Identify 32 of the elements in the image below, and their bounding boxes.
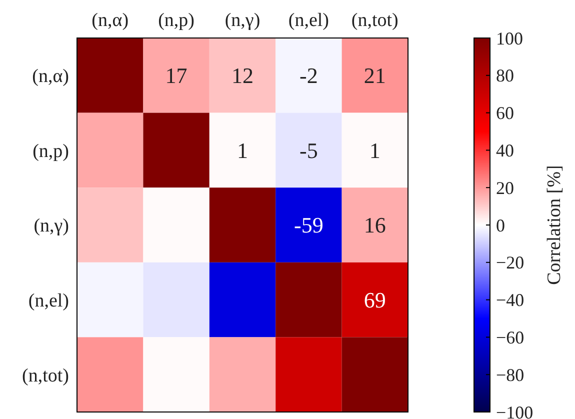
color-bar-label: 60 (496, 103, 514, 124)
data-label: 21 (364, 63, 386, 88)
y-tick-label: (n,el) (28, 290, 69, 312)
y-tick-label: (n,α) (32, 66, 69, 88)
color-bar-label: 20 (496, 178, 514, 198)
x-tick-label: (n,p) (158, 10, 195, 31)
y-tick-label: (n,γ) (34, 216, 69, 237)
color-bar-label: −40 (496, 290, 524, 310)
x-tick-label: (n,el) (288, 10, 330, 31)
color-bar-label: −60 (496, 328, 524, 348)
color-bar-label: −20 (496, 252, 524, 273)
data-label: 69 (364, 288, 386, 312)
color-bar-label: −80 (496, 364, 524, 385)
data-label: -59 (294, 212, 324, 238)
color-bar-label: 40 (496, 140, 514, 160)
data-label: -2 (300, 63, 318, 88)
color-bar-label: −100 (496, 402, 534, 419)
x-tick-label: (n,α) (92, 10, 129, 31)
color-bar-label: 0 (496, 215, 505, 236)
data-label: 16 (364, 212, 386, 238)
data-label: -5 (300, 138, 318, 163)
x-tick-label: (n,tot) (351, 10, 398, 31)
data-label: 1 (369, 138, 380, 163)
x-tick-label: (n,γ) (224, 10, 260, 31)
data-label: 1 (237, 138, 248, 163)
data-label: 17 (165, 63, 188, 88)
y-tick-label: (n,p) (32, 140, 69, 162)
y-tick-label: (n,tot) (22, 365, 69, 386)
color-bar-title: Correlation [%] (544, 165, 565, 285)
color-bar-label: 80 (496, 66, 514, 86)
data-label: 12 (232, 63, 254, 88)
color-bar-label: 100 (496, 28, 523, 48)
